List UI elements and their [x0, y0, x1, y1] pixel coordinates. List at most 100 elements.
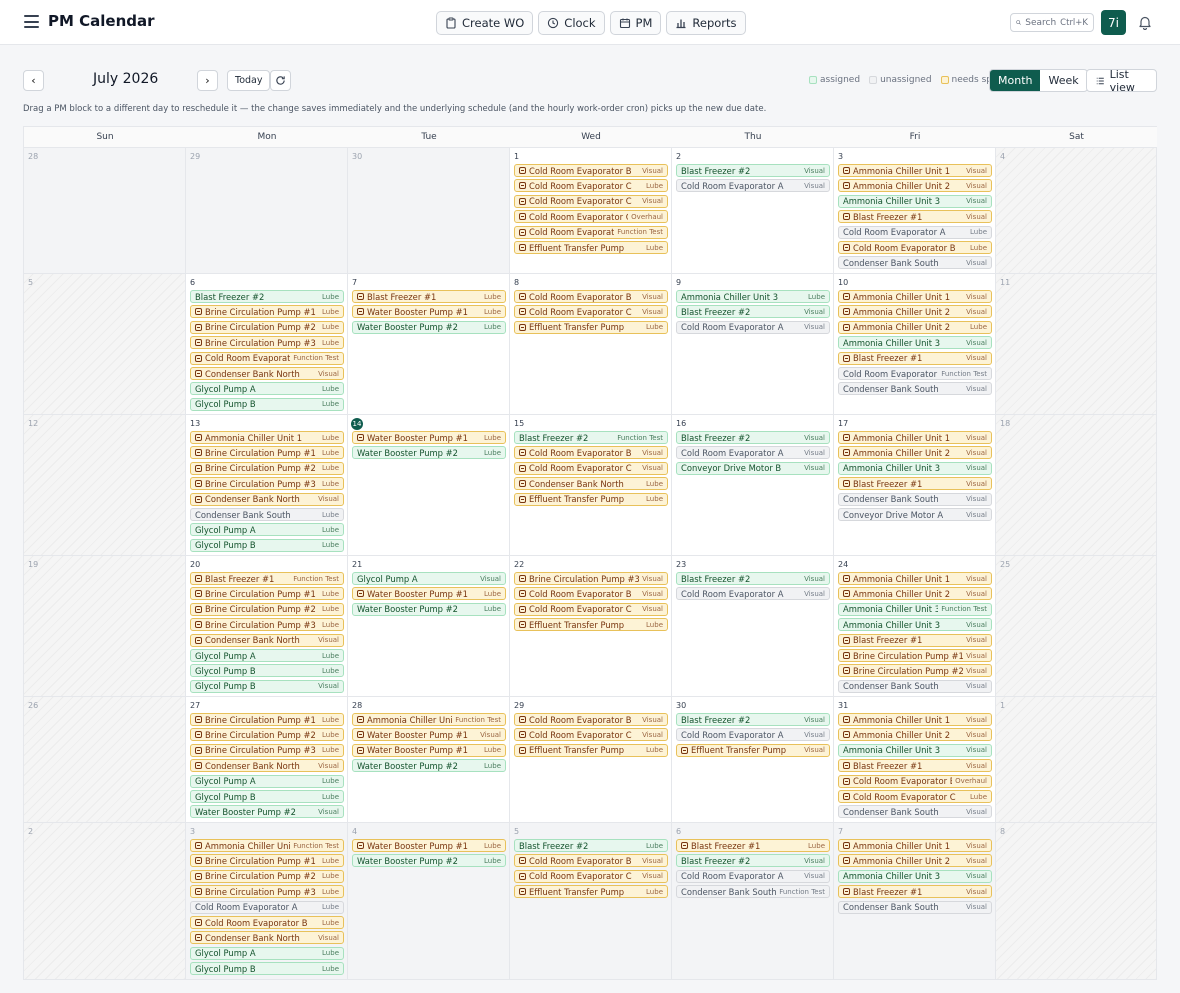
pm-block[interactable]: Ammonia Chiller Unit 1 Visual	[838, 713, 992, 726]
day-cell[interactable]: 16 Blast Freezer #2 Visual Cold Room Evapor…	[672, 415, 834, 556]
day-cell[interactable]: 25	[996, 556, 1157, 697]
day-cell[interactable]: 2 Blast Freezer #2 Visual Cold Room Evapora…	[672, 148, 834, 274]
pm-block[interactable]: Conveyor Drive Motor A Visual	[838, 508, 992, 521]
pm-block[interactable]: Blast Freezer #1 Visual	[838, 210, 992, 224]
day-cell[interactable]: 15 Blast Freezer #2 Function Test Cold Room…	[510, 415, 672, 556]
pm-block[interactable]: Cold Room Evaporator B Visual	[514, 164, 668, 177]
pm-block[interactable]: Cold Room Evaporator A Visual	[676, 869, 830, 883]
day-cell[interactable]: 7 Ammonia Chiller Unit 1 Visual Ammonia Chi…	[834, 823, 996, 980]
list-view-button[interactable]: List view	[1086, 68, 1157, 94]
day-cell[interactable]: 7 Blast Freezer #1 Lube Water Booster Pump …	[348, 274, 510, 415]
day-cell[interactable]: 1 Cold Room Evaporator B Visual Cold Room E…	[510, 148, 672, 274]
pm-block[interactable]: Water Booster Pump #1 Lube	[352, 587, 506, 601]
pm-block[interactable]: Cold Room Evaporator B Visual	[514, 446, 668, 460]
pm-block[interactable]: Condenser Bank South Visual	[838, 492, 992, 506]
day-cell[interactable]: 1	[996, 697, 1157, 823]
day-cell[interactable]: 8	[996, 823, 1157, 980]
pm-block[interactable]: Blast Freezer #2 Lube	[514, 839, 668, 852]
pm-block[interactable]: Cold Room Evaporator B Overhaul	[838, 774, 992, 788]
pm-block[interactable]: Cold Room Evaporator C Lube	[514, 179, 668, 193]
pm-block[interactable]: Ammonia Chiller Unit 1 Visual	[838, 572, 992, 585]
pm-block[interactable]: Condenser Bank North Visual	[190, 633, 344, 647]
pm-block[interactable]: Cold Room Evaporator C Visual	[514, 194, 668, 208]
pm-block[interactable]: Cold Room Evaporator A Function Test	[838, 367, 992, 380]
day-cell[interactable]: 2	[24, 823, 186, 980]
pm-block[interactable]: Glycol Pump B Visual	[190, 679, 344, 693]
pm-block[interactable]: Condenser Bank South Visual	[838, 900, 992, 914]
pm-block[interactable]: Brine Circulation Pump #3 Lube	[190, 885, 344, 899]
pm-block[interactable]: Cold Room Evaporator C Visual	[514, 461, 668, 475]
pm-block[interactable]: Ammonia Chiller Unit 1 Visual	[838, 164, 992, 177]
day-cell[interactable]: 17 Ammonia Chiller Unit 1 Visual Ammonia Ch…	[834, 415, 996, 556]
pm-block[interactable]: Effluent Transfer Pump Lube	[514, 320, 668, 334]
pm-block[interactable]: Brine Circulation Pump #1 Lube	[190, 446, 344, 460]
pm-block[interactable]: Cold Room Evaporator A Visual	[676, 446, 830, 460]
pm-block[interactable]: Blast Freezer #1 Lube	[352, 290, 506, 303]
day-cell[interactable]: 23 Blast Freezer #2 Visual Cold Room Evapor…	[672, 556, 834, 697]
day-cell[interactable]: 24 Ammonia Chiller Unit 1 Visual Ammonia Ch…	[834, 556, 996, 697]
pm-block[interactable]: Conveyor Drive Motor B Visual	[676, 461, 830, 475]
pm-block[interactable]: Water Booster Pump #2 Lube	[352, 759, 506, 773]
pm-block[interactable]: Effluent Transfer Pump Lube	[514, 885, 668, 899]
clock-button[interactable]: Clock	[538, 11, 605, 35]
pm-block[interactable]: Glycol Pump A Lube	[190, 774, 344, 788]
pm-block[interactable]: Effluent Transfer Pump Lube	[514, 241, 668, 254]
search-input[interactable]: Search Ctrl+K	[1010, 13, 1094, 32]
pm-block[interactable]: Water Booster Pump #2 Lube	[352, 602, 506, 616]
pm-block[interactable]: Condenser Bank North Visual	[190, 492, 344, 506]
day-cell[interactable]: 18	[996, 415, 1157, 556]
pm-block[interactable]: Brine Circulation Pump #2 Visual	[838, 664, 992, 678]
pm-block[interactable]: Ammonia Chiller Unit 2 Visual	[838, 305, 992, 319]
pm-block[interactable]: Glycol Pump B Lube	[190, 397, 344, 411]
pm-block[interactable]: Water Booster Pump #1 Lube	[352, 431, 506, 444]
create-wo-button[interactable]: Create WO	[436, 11, 534, 35]
pm-block[interactable]: Glycol Pump A Lube	[190, 523, 344, 537]
pm-block[interactable]: Blast Freezer #1 Visual	[838, 633, 992, 647]
pm-block[interactable]: Cold Room Evaporator C Visual	[514, 869, 668, 883]
pm-block[interactable]: Cold Room Evaporator B Visual	[514, 587, 668, 601]
pm-block[interactable]: Ammonia Chiller Unit 1 Lube	[190, 431, 344, 444]
day-cell[interactable]: 13 Ammonia Chiller Unit 1 Lube Brine Circul…	[186, 415, 348, 556]
pm-block[interactable]: Brine Circulation Pump #2 Lube	[190, 320, 344, 334]
pm-block[interactable]: Cold Room Evaporator C Lube	[838, 790, 992, 803]
week-view-button[interactable]: Week	[1048, 74, 1079, 87]
day-cell[interactable]: 5 Blast Freezer #2 Lube Cold Room Evaporato…	[510, 823, 672, 980]
pm-block[interactable]: Water Booster Pump #2 Lube	[352, 446, 506, 460]
pm-block[interactable]: Ammonia Chiller Unit 2 Lube	[838, 320, 992, 334]
day-cell[interactable]: 6 Blast Freezer #1 Lube Blast Freezer #2 Vis…	[672, 823, 834, 980]
day-cell[interactable]: 31 Ammonia Chiller Unit 1 Visual Ammonia Ch…	[834, 697, 996, 823]
day-cell[interactable]: 6 Blast Freezer #2 Lube Brine Circulation P…	[186, 274, 348, 415]
pm-block[interactable]: Condenser Bank South Visual	[838, 679, 992, 693]
day-cell[interactable]: 30 Blast Freezer #2 Visual Cold Room Evapor…	[672, 697, 834, 823]
pm-block[interactable]: Condenser Bank South Visual	[838, 805, 992, 819]
pm-block[interactable]: Blast Freezer #1 Function Test	[190, 572, 344, 585]
pm-block[interactable]: Water Booster Pump #1 Lube	[352, 305, 506, 319]
day-cell[interactable]: 14 Water Booster Pump #1 Lube Water Booster…	[348, 415, 510, 556]
pm-block[interactable]: Ammonia Chiller Unit 1 Visual	[838, 290, 992, 303]
bell-icon[interactable]	[1138, 15, 1152, 30]
pm-block[interactable]: Water Booster Pump #1 Visual	[352, 728, 506, 742]
pm-block[interactable]: Cold Room Evaporator B Visual	[514, 290, 668, 303]
pm-block[interactable]: Effluent Transfer Pump Lube	[514, 492, 668, 506]
pm-block[interactable]: Glycol Pump B Lube	[190, 538, 344, 552]
pm-block[interactable]: Blast Freezer #2 Visual	[676, 854, 830, 868]
pm-block[interactable]: Ammonia Chiller Unit 3 Visual	[838, 743, 992, 757]
pm-block[interactable]: Cold Room Evaporator CFunction Test	[514, 225, 668, 239]
pm-block[interactable]: Brine Circulation Pump #2 Lube	[190, 602, 344, 616]
pm-block[interactable]: Condenser Bank South Visual	[838, 256, 992, 270]
pm-block[interactable]: Ammonia Chiller Unit 3 Lube	[676, 290, 830, 303]
day-cell[interactable]: 27 Brine Circulation Pump #1 Lube Brine Cir…	[186, 697, 348, 823]
next-month-button[interactable]: ›	[197, 70, 218, 91]
pm-block[interactable]: Effluent Transfer Pump Visual	[676, 743, 830, 757]
pm-block[interactable]: Blast Freezer #2 Visual	[676, 713, 830, 726]
pm-block[interactable]: Condenser Bank North Lube	[514, 477, 668, 491]
day-cell[interactable]: 3 Ammonia Chiller Unit 1 Visual Ammonia Chi…	[834, 148, 996, 274]
pm-block[interactable]: Ammonia Chiller Unit 1 Visual	[838, 431, 992, 444]
pm-block[interactable]: Blast Freezer #1 Visual	[838, 759, 992, 773]
pm-block[interactable]: Water Booster Pump #2 Lube	[352, 854, 506, 868]
avatar[interactable]: 7i	[1101, 10, 1126, 35]
day-cell[interactable]: 12	[24, 415, 186, 556]
pm-block[interactable]: Blast Freezer #2 Lube	[190, 290, 344, 303]
